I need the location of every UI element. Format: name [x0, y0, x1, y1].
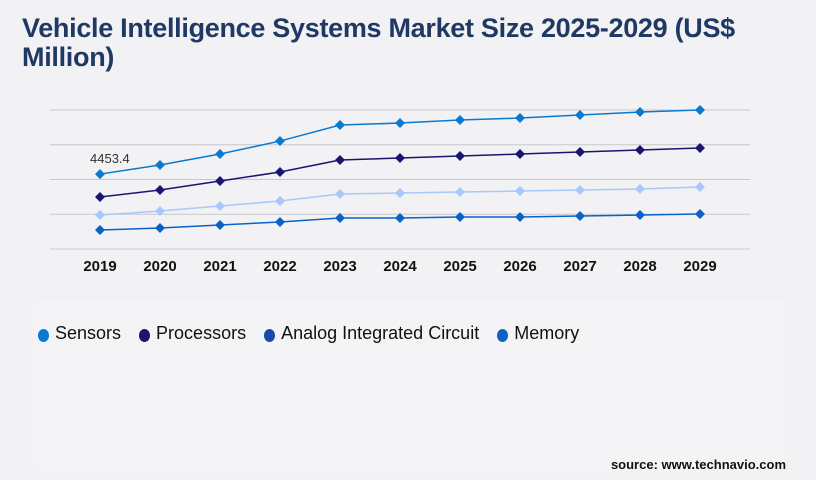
data-point: [335, 213, 345, 224]
data-point: [215, 201, 225, 212]
data-point: [275, 136, 285, 147]
legend-label: Processors: [156, 323, 247, 343]
data-point: [395, 153, 405, 164]
legend: Sensors Processors Analog Integrated Circu…: [38, 323, 579, 344]
data-point: [515, 212, 525, 223]
data-point: [95, 210, 105, 221]
legend-marker-icon: [38, 329, 49, 342]
x-tick-label: 2026: [503, 258, 536, 275]
legend-label: Analog Integrated Circuit: [281, 323, 480, 343]
data-point: [155, 206, 165, 217]
data-point: [455, 212, 465, 223]
x-tick-label: 2025: [443, 258, 476, 275]
data-point: [635, 145, 645, 156]
data-point: [335, 155, 345, 166]
data-point: [695, 143, 705, 154]
data-point: [95, 169, 105, 180]
legend-label: Sensors: [55, 323, 122, 343]
data-point: [275, 167, 285, 178]
data-point: [335, 189, 345, 200]
data-point: [575, 110, 585, 121]
legend-marker-icon: [139, 329, 151, 342]
x-tick-label: 2020: [143, 258, 176, 275]
data-point: [515, 186, 525, 197]
data-point: [515, 149, 525, 160]
x-tick-label: 2019: [83, 258, 116, 275]
data-point: [215, 220, 225, 231]
x-tick-label: 2022: [263, 258, 296, 275]
data-point: [395, 213, 405, 224]
legend-item: Analog Integrated Circuit: [264, 323, 479, 344]
x-tick-label: 2027: [563, 258, 596, 275]
data-point: [275, 217, 285, 228]
data-label: 4453.4: [90, 151, 130, 166]
data-point: [95, 192, 105, 203]
data-point: [215, 176, 225, 187]
legend-marker-icon: [264, 329, 276, 342]
x-tick-label: 2029: [683, 258, 716, 275]
data-point: [695, 182, 705, 193]
data-point: [155, 160, 165, 171]
data-point: [575, 147, 585, 158]
data-point: [275, 196, 285, 207]
line-chart: 2019 2020 2021 2022 2023 2024 2025 2026 2027 2028…: [50, 105, 750, 275]
data-point: [575, 211, 585, 222]
legend-panel: [34, 300, 786, 470]
data-point: [635, 210, 645, 221]
data-point: [155, 185, 165, 196]
legend-item: Sensors: [38, 323, 121, 344]
x-tick-label: 2024: [383, 258, 417, 275]
data-point: [215, 149, 225, 160]
data-point: [695, 209, 705, 220]
x-tick-label: 2028: [623, 258, 656, 275]
legend-marker-icon: [497, 329, 509, 342]
data-point: [455, 187, 465, 198]
data-point: [395, 188, 405, 199]
data-point: [95, 225, 105, 236]
data-point: [575, 185, 585, 196]
legend-item: Processors: [139, 323, 246, 344]
data-point: [155, 223, 165, 234]
data-point: [695, 105, 705, 116]
x-tick-label: 2023: [323, 258, 356, 275]
data-point: [395, 118, 405, 129]
data-point: [455, 151, 465, 162]
data-point: [635, 184, 645, 195]
x-tick-label: 2021: [203, 258, 236, 275]
data-point: [515, 113, 525, 124]
data-point: [335, 120, 345, 131]
data-point: [635, 107, 645, 118]
chart-title: Vehicle Intelligence Systems Market Size…: [22, 13, 735, 72]
source-note: source: www.technavio.com: [610, 457, 786, 472]
legend-item: Memory: [497, 323, 579, 344]
data-point: [455, 115, 465, 126]
legend-label: Memory: [514, 323, 580, 343]
